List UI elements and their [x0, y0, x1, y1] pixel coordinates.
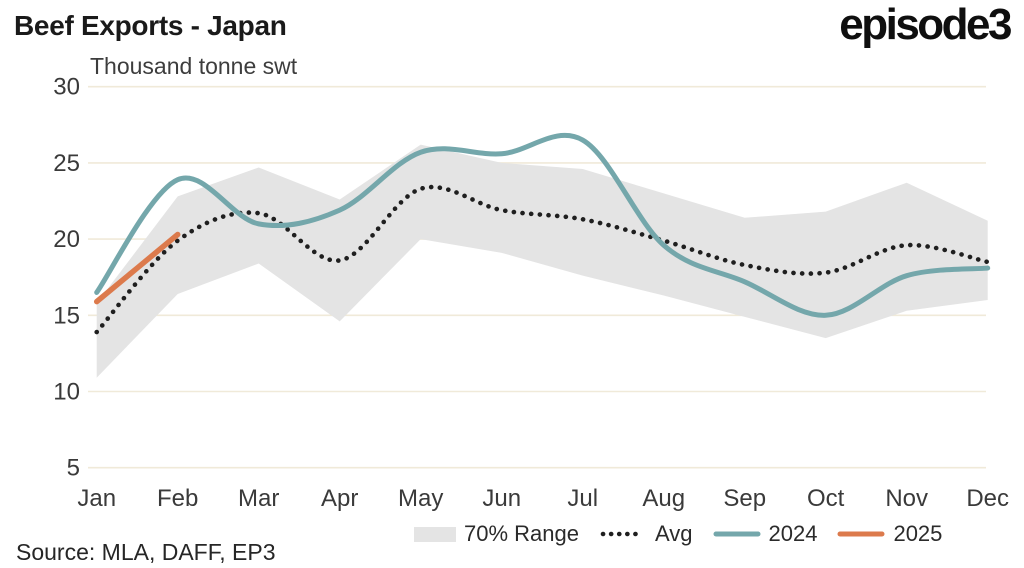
svg-text:Dec: Dec — [966, 485, 1009, 512]
svg-text:Apr: Apr — [321, 485, 358, 512]
legend-range-swatch — [414, 526, 456, 542]
svg-text:Jul: Jul — [567, 485, 598, 512]
svg-text:30: 30 — [53, 74, 80, 101]
legend-2025-swatch — [837, 531, 885, 537]
legend-item-range: 70% Range — [414, 521, 579, 547]
legend-avg-label: Avg — [654, 521, 693, 546]
svg-text:Feb: Feb — [157, 485, 198, 512]
legend-2025-label: 2025 — [893, 521, 943, 546]
legend-2024-label: 2024 — [768, 521, 818, 546]
svg-text:Nov: Nov — [885, 485, 928, 512]
svg-text:Oct: Oct — [807, 485, 845, 512]
svg-text:Aug: Aug — [642, 485, 685, 512]
svg-text:10: 10 — [53, 379, 80, 406]
svg-text:Sep: Sep — [723, 485, 766, 512]
chart-legend: 70% Range Avg 2024 2025 — [414, 521, 942, 547]
svg-text:Mar: Mar — [238, 485, 279, 512]
legend-item-2024: 2024 — [713, 521, 818, 547]
source-note: Source: MLA, DAFF, EP3 — [16, 539, 276, 565]
legend-2024-swatch — [713, 531, 760, 537]
legend-item-2025: 2025 — [837, 521, 942, 547]
svg-text:15: 15 — [53, 302, 80, 329]
chart-subtitle: Thousand tonne swt — [90, 53, 298, 79]
svg-text:May: May — [398, 485, 443, 512]
legend-avg-swatch — [600, 531, 646, 537]
legend-item-avg: Avg — [599, 521, 693, 547]
svg-text:5: 5 — [67, 455, 80, 482]
legend-range-label: 70% Range — [464, 521, 579, 546]
svg-text:Jan: Jan — [77, 485, 116, 512]
svg-text:Jun: Jun — [482, 485, 521, 512]
svg-text:25: 25 — [53, 150, 80, 177]
brand-logo: episode3 — [839, 0, 1012, 49]
chart-title: Beef Exports - Japan — [14, 10, 287, 41]
svg-text:20: 20 — [53, 226, 80, 253]
